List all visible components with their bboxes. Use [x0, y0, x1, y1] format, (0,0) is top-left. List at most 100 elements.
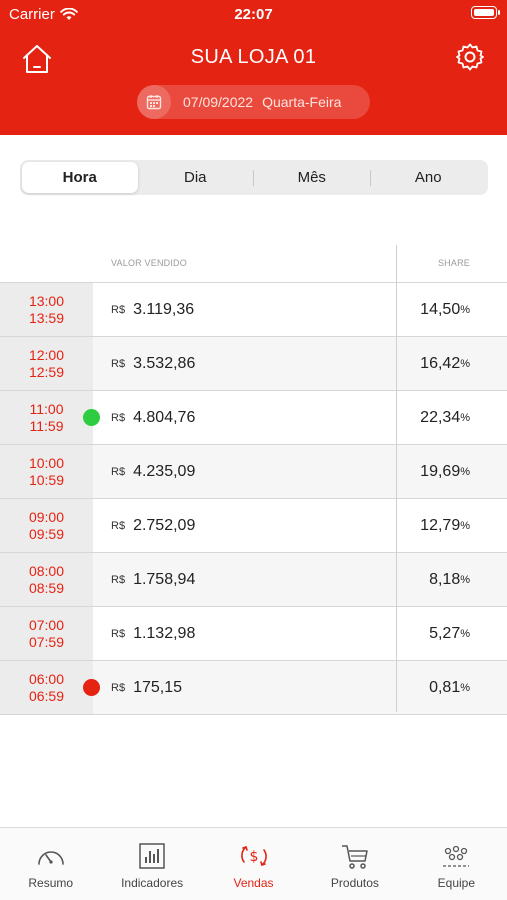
table-row: 07:00 07:59 R$ 1.132,98 5,27%: [0, 607, 507, 661]
hour-range: 13:00 13:59: [0, 283, 93, 336]
battery-icon: [471, 6, 500, 19]
share-value: 0,81%: [429, 661, 470, 714]
hour-range: 10:00 10:59: [0, 445, 93, 498]
tab-indicadores-label: Indicadores: [121, 876, 184, 890]
percent-symbol: %: [460, 357, 470, 370]
share-value: 16,42%: [420, 337, 470, 390]
percent-symbol: %: [460, 303, 470, 316]
selected-date: 07/09/2022: [183, 94, 254, 110]
hour-start: 08:00: [28, 562, 65, 579]
sad-face-icon: [83, 679, 100, 696]
table-row: 10:00 10:59 R$ 4.235,09 19,69%: [0, 445, 507, 499]
settings-button[interactable]: [455, 42, 485, 72]
date-selector[interactable]: 07/09/2022 Quarta-Feira: [137, 85, 370, 119]
share-value: 5,27%: [429, 607, 470, 660]
currency-symbol: R$: [111, 627, 126, 640]
tab-equipe[interactable]: Equipe: [406, 828, 507, 900]
hour-start: 06:00: [28, 670, 65, 687]
sales-value: R$ 3.119,36: [111, 283, 194, 336]
tab-resumo-label: Resumo: [28, 876, 74, 890]
share-amount: 22,34: [420, 408, 461, 426]
currency-symbol: R$: [111, 573, 126, 586]
hour-start: 09:00: [28, 508, 65, 525]
hour-start: 13:00: [28, 292, 65, 309]
tab-ano[interactable]: Ano: [414, 169, 442, 186]
value-amount: 4.235,09: [133, 462, 196, 480]
hour-end: 12:59: [28, 363, 65, 380]
hour-range: 07:00 07:59: [0, 607, 93, 660]
tab-produtos[interactable]: Produtos: [304, 828, 405, 900]
currency-symbol: R$: [111, 357, 126, 370]
currency-symbol: R$: [111, 465, 126, 478]
hour-end: 06:59: [28, 687, 65, 704]
tab-resumo[interactable]: Resumo: [0, 828, 101, 900]
share-value: 12,79%: [420, 499, 470, 552]
hour-end: 11:59: [29, 417, 64, 434]
sales-value: R$ 2.752,09: [111, 499, 195, 552]
selected-weekday: Quarta-Feira: [262, 94, 342, 110]
hour-range: 12:00 12:59: [0, 337, 93, 390]
status-time: 22:07: [234, 6, 273, 23]
status-bar: Carrier 22:07: [0, 0, 507, 30]
tab-vendas[interactable]: $ Vendas: [203, 828, 304, 900]
hour-end: 10:59: [28, 471, 65, 488]
hour-range: 08:00 08:59: [0, 553, 93, 606]
currency-symbol: R$: [111, 519, 126, 532]
tab-mes[interactable]: Mês: [297, 169, 326, 186]
value-amount: 3.532,86: [133, 354, 196, 372]
share-value: 19,69%: [420, 445, 470, 498]
hour-range: 09:00 09:59: [0, 499, 93, 552]
tab-equipe-label: Equipe: [437, 876, 476, 890]
hour-end: 09:59: [28, 525, 65, 542]
value-amount: 4.804,76: [133, 408, 196, 426]
share-amount: 5,27: [429, 624, 461, 642]
hour-start: 10:00: [28, 454, 65, 471]
table-row: 13:00 13:59 R$ 3.119,36 14,50%: [0, 283, 507, 337]
hour-range: 11:00 11:59: [0, 391, 93, 444]
hour-end: 07:59: [28, 633, 65, 650]
value-amount: 2.752,09: [133, 516, 196, 534]
store-title: SUA LOJA 01: [190, 46, 317, 68]
home-icon: [23, 45, 51, 73]
table-row: 12:00 12:59 R$ 3.532,86 16,42%: [0, 337, 507, 391]
percent-symbol: %: [460, 519, 470, 532]
share-value: 8,18%: [429, 553, 470, 606]
value-amount: 175,15: [133, 678, 182, 696]
sales-value: R$ 4.804,76: [111, 391, 195, 444]
home-button[interactable]: [20, 42, 54, 76]
table-row: 11:00 11:59 R$ 4.804,76 22,34%: [0, 391, 507, 445]
hour-end: 13:59: [28, 309, 65, 326]
value-amount: 3.119,36: [133, 300, 195, 318]
column-value-header: VALOR VENDIDO: [111, 258, 187, 268]
calendar-icon: [137, 85, 171, 119]
period-segmented-control: Hora Dia Mês Ano: [20, 160, 488, 195]
share-amount: 14,50: [420, 300, 461, 318]
table-row: 08:00 08:59 R$ 1.758,94 8,18%: [0, 553, 507, 607]
percent-symbol: %: [460, 465, 470, 478]
svg-text:$: $: [249, 849, 258, 865]
share-amount: 19,69: [420, 462, 461, 480]
tab-hora[interactable]: Hora: [22, 162, 138, 193]
hour-start: 12:00: [28, 346, 65, 363]
bar-chart-icon: [139, 843, 165, 869]
hour-start: 07:00: [28, 616, 65, 633]
share-amount: 0,81: [429, 678, 461, 696]
tab-vendas-label: Vendas: [233, 876, 274, 890]
sales-cycle-icon: $: [240, 845, 267, 867]
gauge-icon: [37, 851, 64, 865]
happy-face-icon: [83, 409, 100, 426]
column-share-header: SHARE: [437, 258, 470, 268]
team-icon: [443, 845, 470, 867]
table-header: VALOR VENDIDO SHARE: [0, 245, 507, 283]
sales-value: R$ 1.758,94: [111, 553, 195, 606]
cart-icon: [341, 845, 368, 869]
table-row: 09:00 09:59 R$ 2.752,09 12,79%: [0, 499, 507, 553]
value-amount: 1.132,98: [133, 624, 196, 642]
bottom-tab-bar: Resumo Indicadores $ Vendas Produtos: [0, 827, 507, 900]
percent-symbol: %: [460, 573, 470, 586]
sales-value: R$ 4.235,09: [111, 445, 195, 498]
currency-symbol: R$: [111, 411, 126, 424]
percent-symbol: %: [460, 681, 470, 694]
tab-indicadores[interactable]: Indicadores: [101, 828, 202, 900]
tab-dia[interactable]: Dia: [183, 169, 207, 186]
